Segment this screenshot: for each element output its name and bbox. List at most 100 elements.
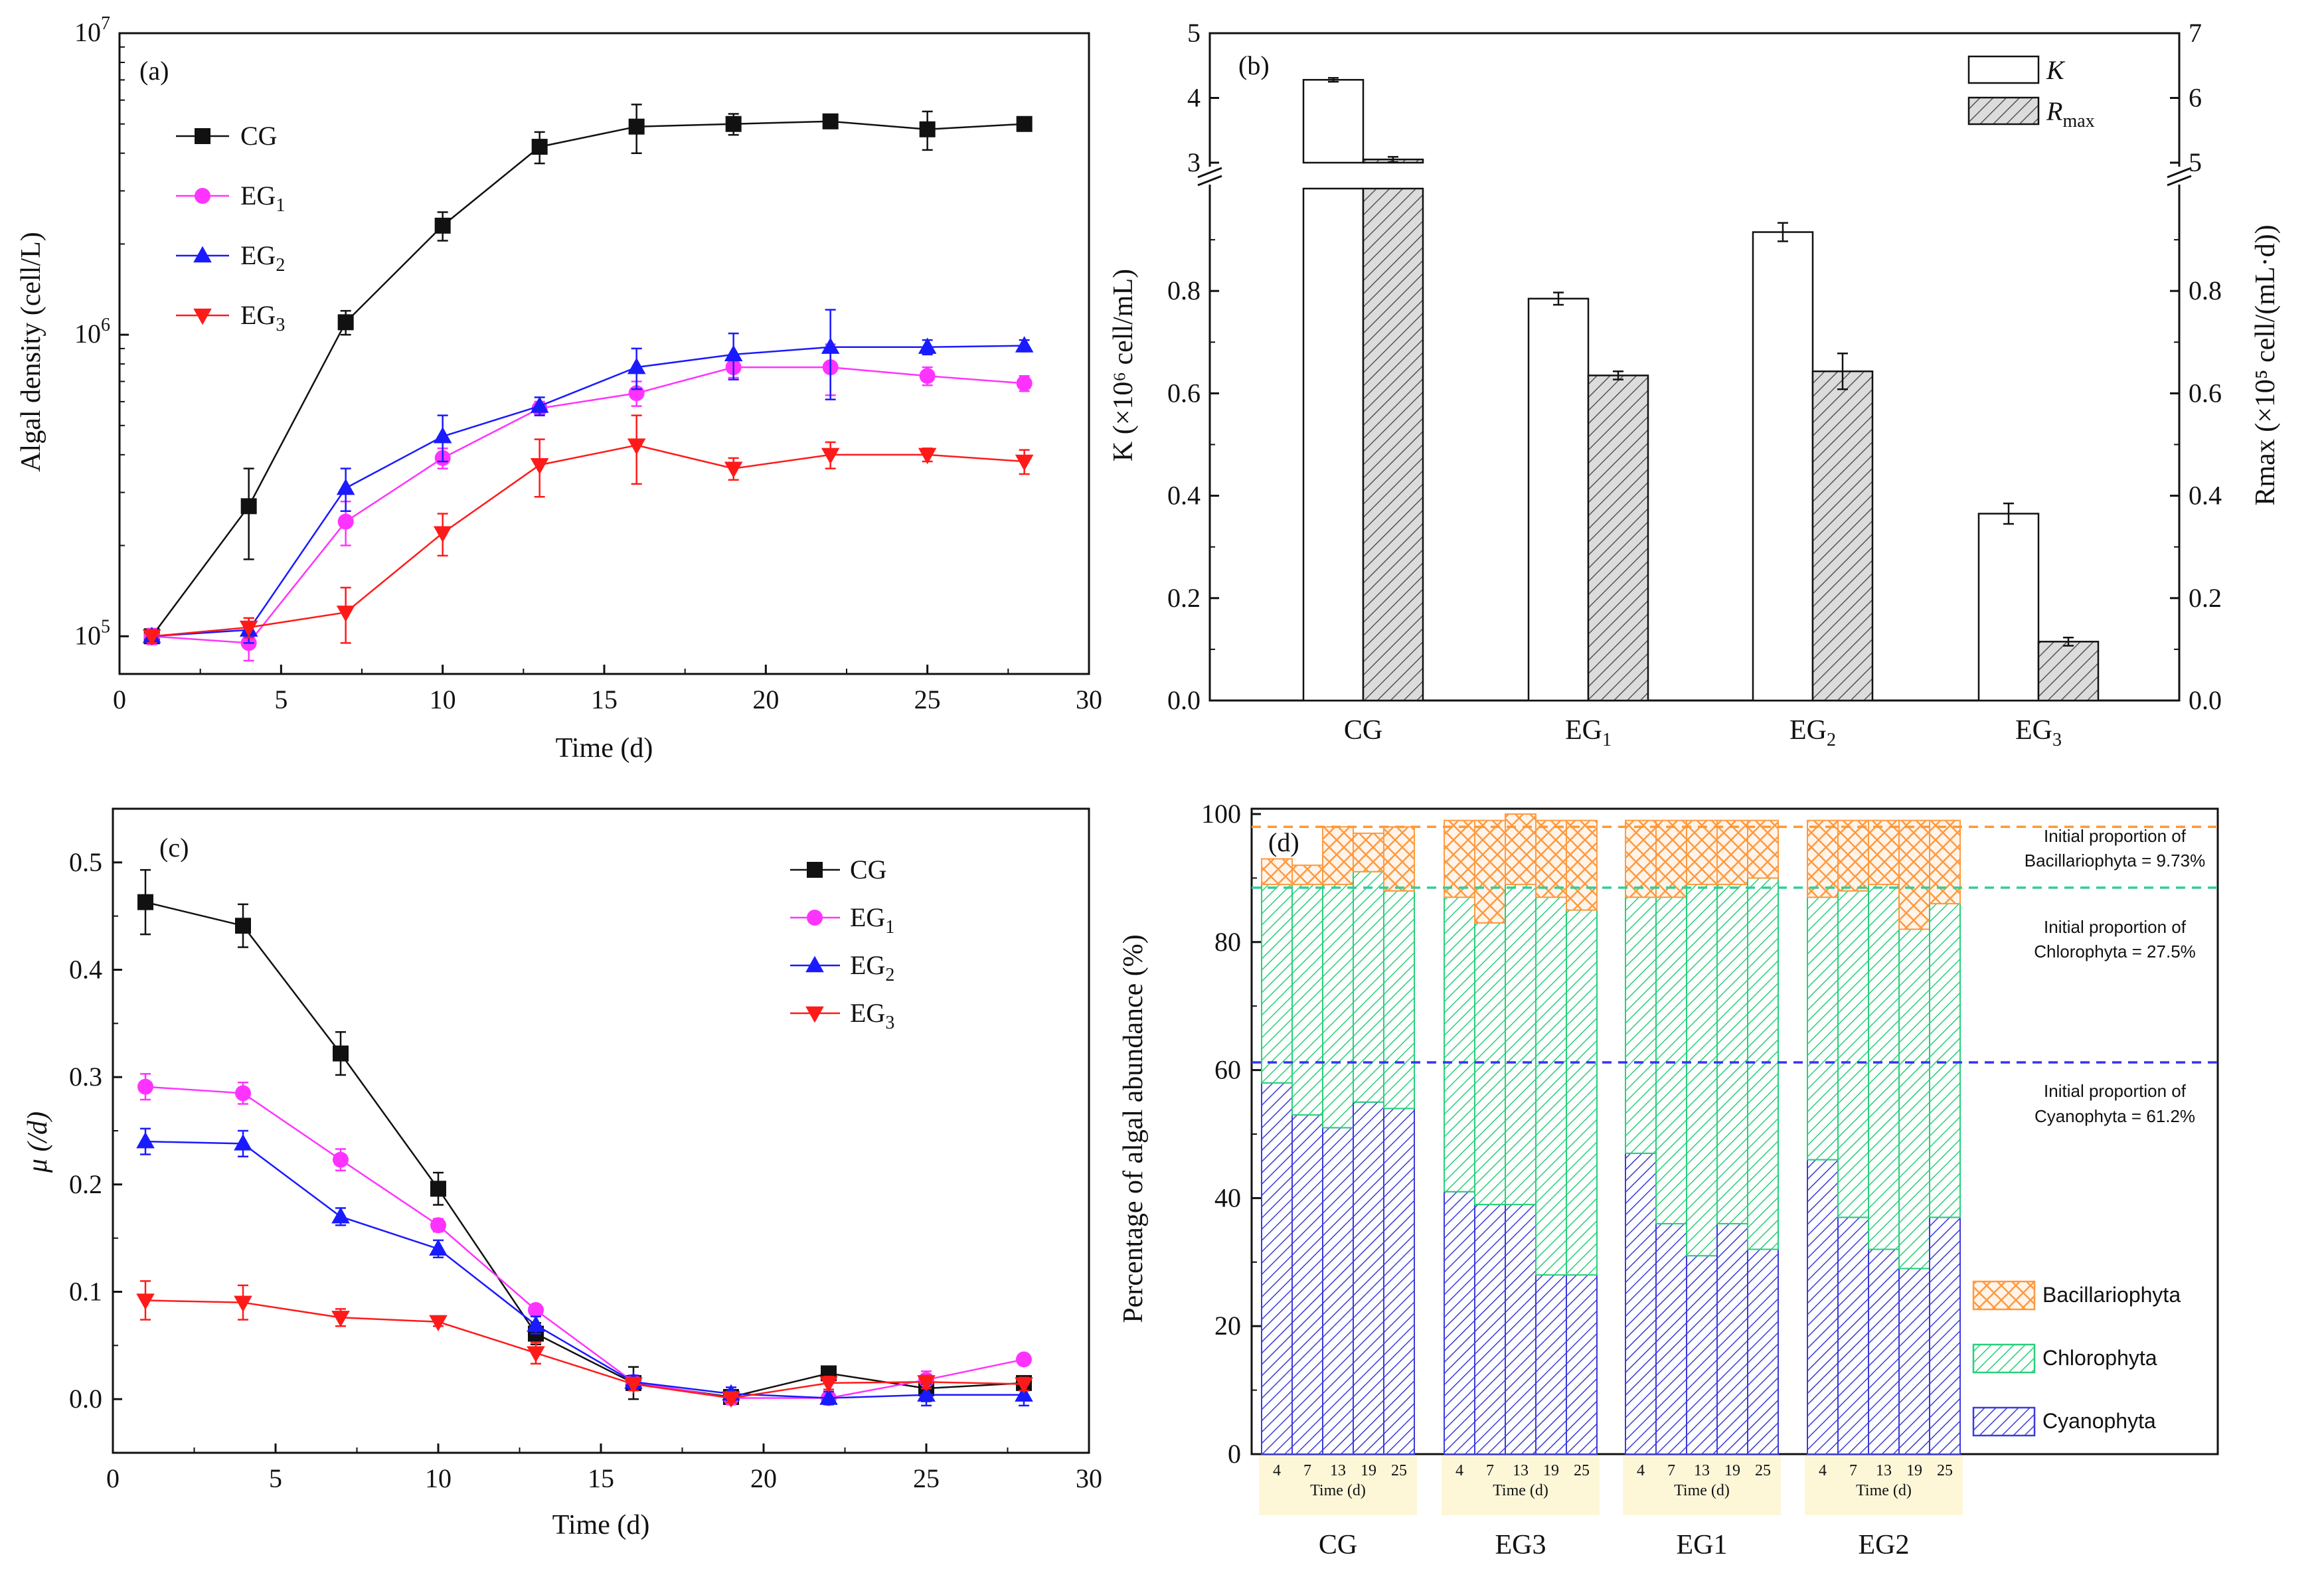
group-label: EG2: [1859, 1530, 1910, 1560]
data-point-EG3: [722, 1391, 740, 1408]
y-tick-label: 80: [1214, 927, 1241, 957]
data-point-EG1: [235, 1085, 251, 1102]
bar-segment-chloro: [1625, 896, 1657, 1154]
day-label: 19: [1724, 1462, 1740, 1479]
bar-segment-cyano: [1353, 1101, 1384, 1455]
y-tick-label-right: 0.2: [2189, 583, 2222, 613]
reference-value-bacil: Bacillariophyta = 9.73%: [2025, 851, 2205, 870]
series-CG: [143, 104, 1033, 645]
day-label: 4: [1455, 1462, 1463, 1479]
series-EG3: [136, 1280, 1033, 1408]
data-point-EG2: [136, 1131, 155, 1149]
series-EG2: [142, 309, 1034, 644]
panel-c-label: (c): [159, 833, 189, 863]
data-point-EG2: [429, 1239, 448, 1256]
group-EG1: [1625, 819, 1779, 1455]
panel-d: (d) 0 20 40 60 80 100 4 7 13 19 25 Time (d) CG 4 7 13 19…: [1118, 799, 2223, 1560]
bar-K-upper: [1302, 78, 1365, 164]
data-point-EG3: [724, 461, 743, 479]
error-bar: [1553, 291, 1564, 306]
panel-c: (c) 0 5 10 15 20 25 30 0.0 0.1 0.2 0.3 0.4 0.5 CG EG1…: [23, 807, 1102, 1540]
day-label: 25: [1574, 1462, 1590, 1479]
reference-text-chloro: Initial proportion of: [2044, 917, 2187, 937]
data-point-EG2: [821, 337, 840, 354]
data-point-EG1: [333, 1151, 349, 1168]
x-tick-label: 5: [269, 1463, 282, 1493]
time-axis-label: Time (d): [1493, 1482, 1548, 1499]
data-point-CG: [434, 217, 451, 234]
bar-break-gap: [1364, 167, 1422, 185]
legend-item-cyano: Cyanophyta: [1972, 1406, 2156, 1437]
legend-label-CG: CG: [240, 121, 278, 151]
time-axis-label: Time (d): [1856, 1482, 1912, 1499]
y-tick-label: 0.1: [69, 1277, 102, 1307]
data-point-EG3: [821, 448, 840, 465]
error-bar: [1837, 353, 1848, 390]
panel-a-label: (a): [139, 56, 169, 86]
error-bar: [1388, 155, 1398, 163]
data-point-EG3: [142, 629, 161, 646]
bar-segment-chloro: [1474, 922, 1506, 1206]
bar-segment-chloro: [1929, 902, 1961, 1218]
bar-segment-cyano: [1444, 1191, 1475, 1455]
day-label: 25: [1391, 1462, 1407, 1479]
time-axis-label: Time (d): [1674, 1482, 1730, 1499]
y-tick-label-right: 0.4: [2189, 481, 2222, 511]
x-tick-label: 10: [425, 1463, 452, 1493]
y-tick-label: 100: [1201, 799, 1241, 829]
data-point-CG: [235, 918, 251, 934]
bar-segment-bacil: [1474, 819, 1506, 924]
bar-segment-chloro: [1261, 884, 1293, 1084]
legend-item-EG3: EG3: [176, 300, 285, 335]
y-tick-label: 20: [1214, 1311, 1241, 1341]
legend-label-EG2: EG2: [240, 240, 285, 276]
panel-b-ylabel-left: K (×10⁶ cell/mL): [1108, 269, 1139, 461]
bar-segment-bacil: [1322, 826, 1354, 886]
legend-marker: [193, 308, 212, 325]
legend-swatch: [1967, 96, 2040, 125]
day-label: 13: [1330, 1462, 1346, 1479]
panel-b-ylabel-right-text: Rmax (×10⁵ cell/(mL·d)): [2250, 224, 2281, 505]
panel-a-ylabel: Algal density (cell/L): [16, 232, 46, 472]
bar-segment-chloro: [1505, 884, 1536, 1206]
time-band: [1623, 1455, 1781, 1515]
data-point-CG: [1016, 116, 1033, 132]
series-line-CG: [145, 901, 1025, 1398]
y-tick-label: 0.0: [69, 1384, 102, 1414]
y-tick-label-left: 0.0: [1167, 685, 1201, 715]
bar-segment-chloro: [1353, 870, 1384, 1103]
bar-segment-cyano: [1716, 1222, 1748, 1455]
legend-label-Rmax: Rmax: [2046, 96, 2095, 131]
panel-c-ylabel: μ (/d): [23, 1112, 53, 1173]
bar-segment-cyano: [1747, 1248, 1779, 1455]
data-point-EG2: [724, 345, 743, 362]
x-tick-label: 20: [752, 685, 779, 714]
x-tick-label: 25: [914, 685, 941, 714]
panel-b-ylabel-left-text: K (×10⁶ cell/mL): [1108, 269, 1139, 461]
data-point-CG: [919, 121, 936, 137]
time-band: [1442, 1455, 1600, 1515]
bar-segment-bacil: [1747, 819, 1779, 879]
bar-segment-cyano: [1625, 1152, 1657, 1455]
reference-value-cyano: Cyanophyta = 61.2%: [2034, 1106, 2195, 1126]
bar-segment-chloro: [1837, 890, 1869, 1218]
day-label: 25: [1937, 1462, 1953, 1479]
bar-segment-bacil: [1837, 819, 1869, 892]
bar-segment-chloro: [1383, 890, 1415, 1110]
bar-segment-cyano: [1566, 1274, 1598, 1455]
legend-marker: [805, 1006, 824, 1023]
bar-Rmax: [2037, 641, 2100, 702]
data-point-EG3: [917, 1375, 936, 1392]
legend-item-EG3: EG3: [790, 998, 894, 1033]
data-point-CG: [628, 118, 645, 135]
legend-swatch: [1972, 1280, 2036, 1311]
panel-b: (b) 0.0 0.2 0.4 0.6 0.8 3 4 5 0.0 0.2 0.4 0.6 0.8 5 6 7…: [1108, 18, 2281, 750]
bar-segment-chloro: [1322, 884, 1354, 1129]
day-label: 19: [1361, 1462, 1376, 1479]
bar-segment-chloro: [1898, 928, 1930, 1270]
axis-break-mark: [1197, 175, 1222, 187]
x-tick-label: 10: [430, 685, 456, 714]
reference-value-chloro: Chlorophyta = 27.5%: [2034, 942, 2196, 961]
data-point-EG3: [239, 620, 258, 637]
series-line-EG3: [151, 444, 1025, 637]
